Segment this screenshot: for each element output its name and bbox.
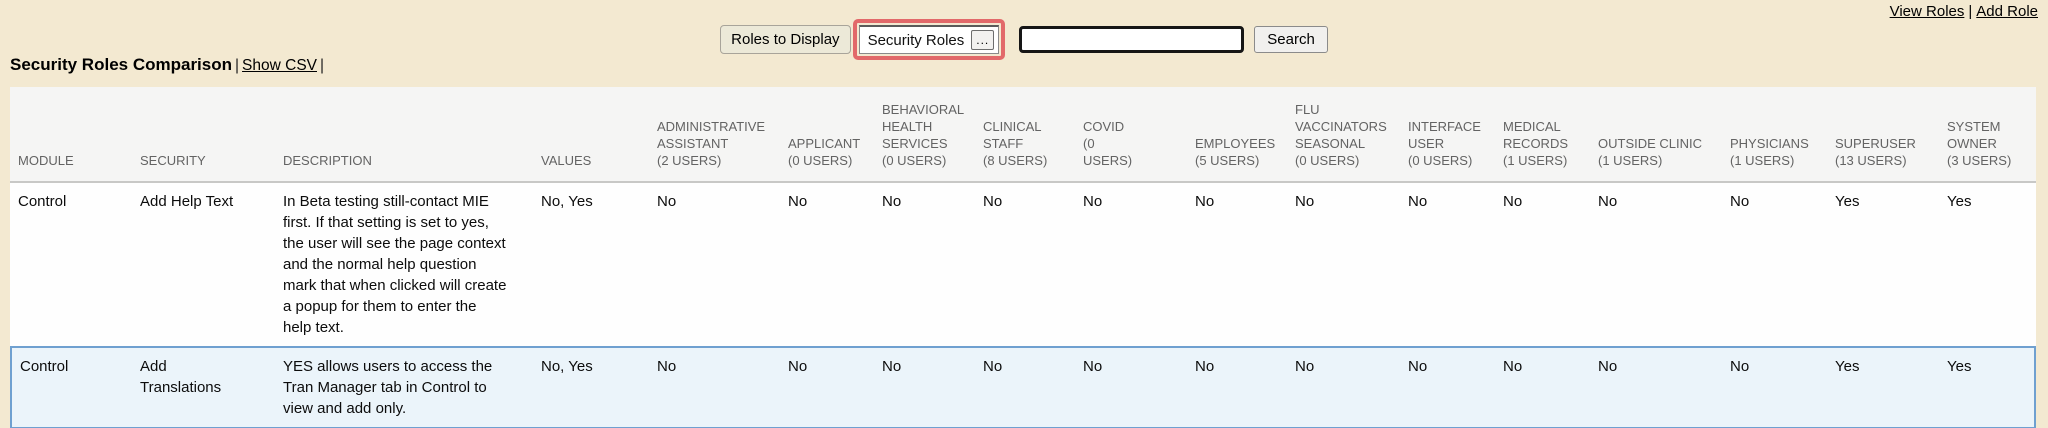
roles-dropdown-highlight: Security Roles ... [852,19,1006,60]
cell-role-value: No [1722,346,1827,428]
role-user-count: (5 USERS) [1195,153,1260,168]
role-user-count: (8 USERS) [983,153,1048,168]
column-header-values: VALUES [533,87,649,183]
roles-dropdown-ellipsis-button[interactable]: ... [971,30,995,50]
cell-role-value: Yes [1827,183,1939,346]
cell-description: In Beta testing still-contact MIE first.… [275,183,533,346]
role-name: INTERFACE USER [1408,119,1481,151]
role-name: APPLICANT [788,136,861,151]
cell-role-value: No [975,346,1075,428]
role-name: SYSTEM OWNER [1947,119,2001,151]
cell-security: Add Translations [132,346,275,428]
role-user-count: (0 USERS) [1083,136,1133,168]
column-header-role: OUTSIDE CLINIC (1 USERS) [1590,87,1722,183]
role-user-count: (2 USERS) [657,153,722,168]
column-header-role: SUPERUSER (13 USERS) [1827,87,1939,183]
column-header-role: PHYSICIANS (1 USERS) [1722,87,1827,183]
role-user-count: (1 USERS) [1503,153,1568,168]
cell-role-value: No [1187,183,1287,346]
cell-role-value: Yes [1827,346,1939,428]
role-name: MEDICAL RECORDS [1503,119,1569,151]
top-right-links: View Roles | Add Role [1890,3,2038,20]
column-header-role: SYSTEM OWNER (3 USERS) [1939,87,2036,183]
page-title: Security Roles Comparison [10,55,233,74]
column-header-module: MODULE [10,87,132,183]
column-header-role: FLU VACCINATORS SEASONAL (0 USERS) [1287,87,1400,183]
show-csv-link[interactable]: Show CSV [242,57,317,74]
role-name: EMPLOYEES [1195,136,1276,151]
cell-role-value: No [1187,346,1287,428]
role-name: COVID [1083,119,1125,134]
table-header-row: MODULE SECURITY DESCRIPTION VALUES ADMINISTR… [10,87,2036,183]
cell-role-value: No [1590,346,1722,428]
roles-dropdown[interactable]: Security Roles ... [858,25,1000,54]
column-header-security: SECURITY [132,87,275,183]
cell-role-value: No [1722,183,1827,346]
cell-role-value: No [1400,183,1495,346]
cell-description: YES allows users to access the Tran Mana… [275,346,533,428]
role-name: SUPERUSER [1835,136,1916,151]
cell-values: No, Yes [533,346,649,428]
cell-role-value: No [874,183,975,346]
role-name: BEHAVIORAL HEALTH SERVICES [882,102,964,151]
role-user-count: (0 USERS) [1408,153,1473,168]
role-user-count: (1 USERS) [1598,153,1663,168]
role-name: ADMINISTRATIVE ASSISTANT [657,119,766,151]
column-header-description: DESCRIPTION [275,87,533,183]
cell-module: Control [10,346,132,428]
cell-role-value: No [1075,346,1187,428]
role-user-count: (0 USERS) [788,153,853,168]
column-header-role: INTERFACE USER (0 USERS) [1400,87,1495,183]
role-name: OUTSIDE CLINIC [1598,136,1703,151]
cell-values: No, Yes [533,183,649,346]
cell-role-value: No [874,346,975,428]
roles-dropdown-value: Security Roles [867,31,965,49]
cell-role-value: Yes [1939,183,2036,346]
role-user-count: (13 USERS) [1835,153,1907,168]
cell-module: Control [10,183,132,346]
link-separator: | [1968,3,1973,20]
role-user-count: (1 USERS) [1730,153,1795,168]
roles-to-display-button[interactable]: Roles to Display [720,25,851,54]
roles-comparison-table-container: MODULE SECURITY DESCRIPTION VALUES ADMINISTR… [10,87,2036,428]
cell-role-value: No [1287,346,1400,428]
search-input[interactable] [1019,26,1245,53]
cell-role-value: No [1287,183,1400,346]
cell-role-value: No [780,346,874,428]
search-button[interactable]: Search [1254,26,1328,53]
column-header-role: ADMINISTRATIVE ASSISTANT (2 USERS) [649,87,780,183]
cell-role-value: No [1075,183,1187,346]
heading-separator: | [320,57,325,74]
cell-role-value: No [975,183,1075,346]
roles-comparison-table: MODULE SECURITY DESCRIPTION VALUES ADMINISTR… [10,87,2036,428]
cell-role-value: No [649,346,780,428]
role-user-count: (3 USERS) [1947,153,2012,168]
cell-role-value: No [1400,346,1495,428]
role-name: FLU VACCINATORS SEASONAL [1295,102,1387,151]
column-header-role: MEDICAL RECORDS (1 USERS) [1495,87,1590,183]
cell-security: Add Help Text [132,183,275,346]
column-header-role: EMPLOYEES (5 USERS) [1187,87,1287,183]
table-row: Control Add Help Text In Beta testing stil… [10,183,2036,346]
column-header-role: APPLICANT (0 USERS) [780,87,874,183]
role-user-count: (0 USERS) [882,153,947,168]
role-user-count: (0 USERS) [1295,153,1360,168]
role-name: CLINICAL STAFF [983,119,1042,151]
column-header-role: BEHAVIORAL HEALTH SERVICES (0 USERS) [874,87,975,183]
column-header-role: CLINICAL STAFF (8 USERS) [975,87,1075,183]
add-role-link[interactable]: Add Role [1976,3,2038,20]
toolbar: Roles to Display Security Roles ... Sear… [0,19,2048,60]
view-roles-link[interactable]: View Roles [1889,3,1965,20]
cell-role-value: No [1495,346,1590,428]
heading-row: Security Roles Comparison | Show CSV | [10,55,327,75]
column-header-role: COVID (0 USERS) [1075,87,1187,183]
cell-role-value: No [649,183,780,346]
cell-role-value: No [1590,183,1722,346]
table-row: Control Add Translations YES allows users … [10,346,2036,428]
cell-role-value: Yes [1939,346,2036,428]
cell-role-value: No [780,183,874,346]
role-name: PHYSICIANS [1730,136,1809,151]
cell-role-value: No [1495,183,1590,346]
heading-separator: | [235,57,240,74]
